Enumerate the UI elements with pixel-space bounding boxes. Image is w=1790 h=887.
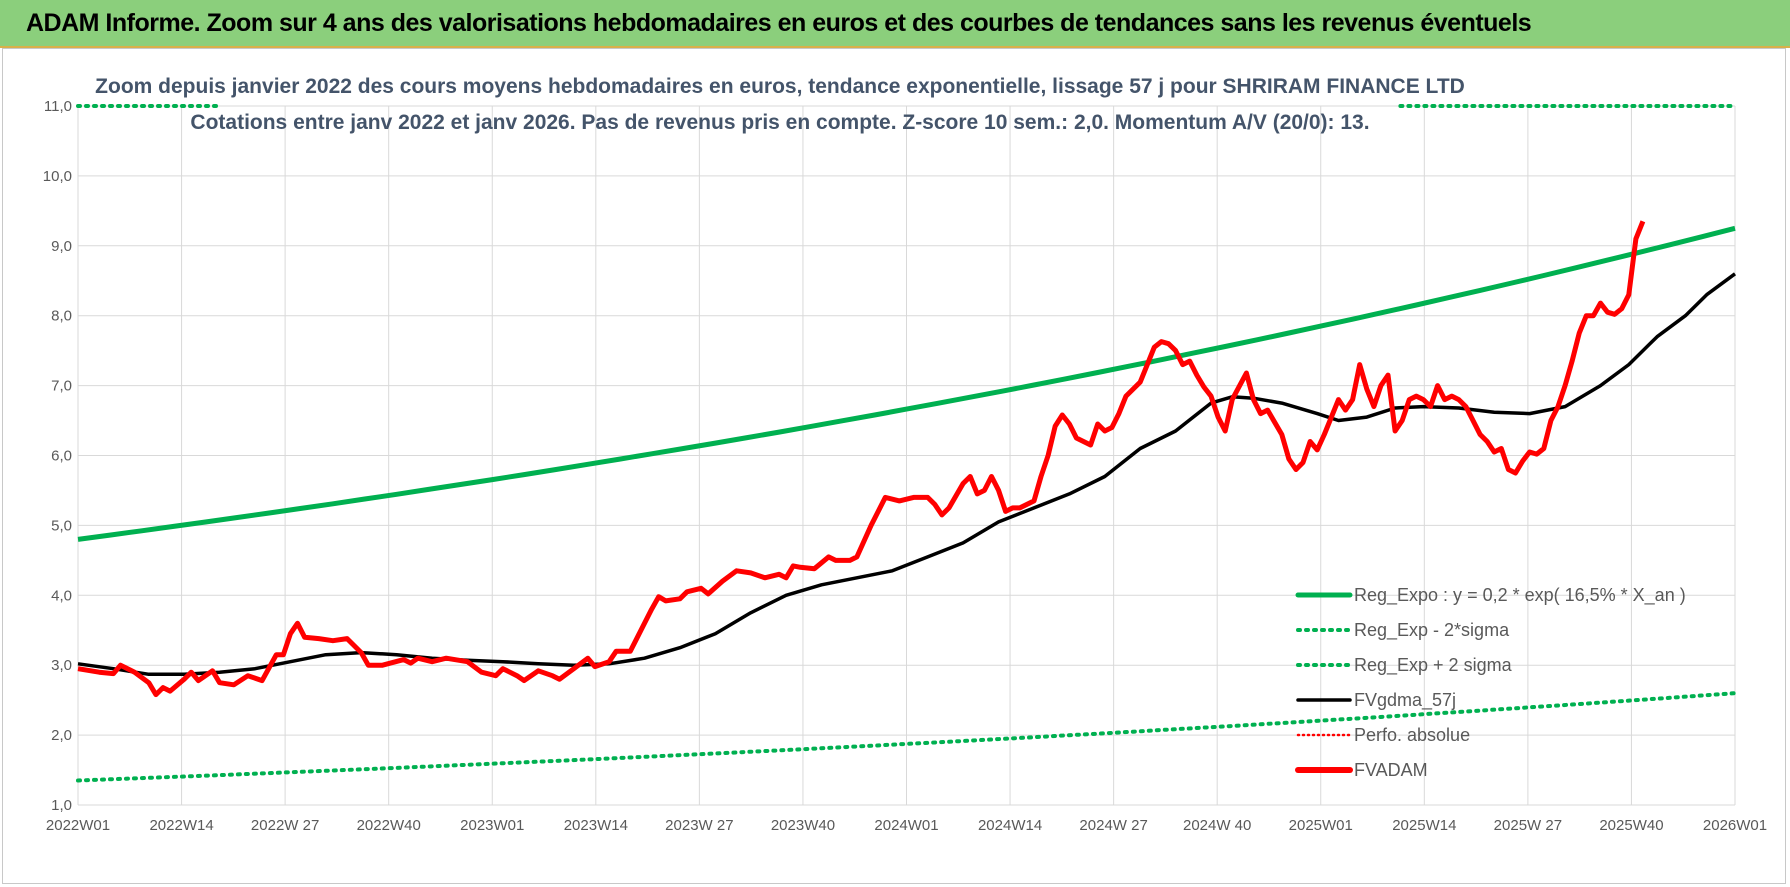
x-tick-label: 2023W 27	[665, 817, 733, 834]
x-tick-label: 2025W01	[1289, 817, 1353, 834]
y-tick-label: 2,0	[51, 727, 72, 744]
x-tick-label: 2023W14	[564, 817, 628, 834]
y-tick-label: 3,0	[51, 657, 72, 674]
y-tick-label: 5,0	[51, 517, 72, 534]
y-tick-label: 9,0	[51, 238, 72, 255]
fvadam-line	[77, 220, 1646, 698]
y-tick-label: 7,0	[51, 378, 72, 395]
x-tick-label: 2024W01	[874, 817, 938, 834]
y-tick-label: 1,0	[51, 797, 72, 814]
y-tick-label: 4,0	[51, 587, 72, 604]
y-tick-label: 10,0	[43, 168, 72, 185]
legend-label-fvadam: FVADAM	[1354, 760, 1428, 780]
y-axis-ticks: 1,0 2,0 3,0 4,0 5,0 6,0 7,0 8,0 9,0 10,0 11,0	[43, 98, 72, 814]
x-tick-label: 2024W14	[978, 817, 1042, 834]
report-banner: ADAM Informe. Zoom sur 4 ans des valoris…	[0, 0, 1790, 48]
chart-grid	[77, 105, 1736, 806]
chart-subtitle-line-2: Cotations entre janv 2022 et janv 2026. …	[190, 111, 1369, 134]
x-tick-label: 2025W40	[1599, 817, 1663, 834]
reg-expo-line	[77, 225, 1736, 542]
x-tick-label: 2022W40	[357, 817, 421, 834]
x-tick-label: 2022W01	[46, 817, 110, 834]
x-tick-label: 2025W 27	[1494, 817, 1562, 834]
fvgdma-57j-line	[77, 272, 1737, 677]
chart-subtitle-line-1: Zoom depuis janvier 2022 des cours moyen…	[95, 75, 1465, 98]
chart-series	[76, 104, 1737, 783]
legend-label-fvgdma: FVgdma_57j	[1354, 690, 1456, 711]
x-tick-label: 2026W01	[1703, 817, 1767, 834]
reg-minus-2sigma-line	[76, 691, 1737, 783]
chart-frame	[2, 48, 1786, 884]
y-tick-label: 8,0	[51, 308, 72, 325]
x-tick-label: 2024W 27	[1079, 817, 1147, 834]
x-tick-label: 2022W 27	[251, 817, 319, 834]
legend-label-reg_plus: Reg_Exp + 2 sigma	[1354, 655, 1513, 676]
x-tick-label: 2024W 40	[1183, 817, 1251, 834]
y-tick-label: 11,0	[44, 98, 72, 115]
y-tick-label: 6,0	[51, 448, 72, 465]
x-axis-ticks: 2022W01 2022W14 2022W 27 2022W40 2023W01 2023…	[46, 817, 1767, 834]
x-tick-label: 2025W14	[1392, 817, 1456, 834]
x-tick-label: 2022W14	[149, 817, 213, 834]
x-tick-label: 2023W40	[771, 817, 835, 834]
legend-label-reg_expo: Reg_Expo : y = 0,2 * exp( 16,5% * X_an )	[1354, 585, 1686, 606]
report-title: ADAM Informe. Zoom sur 4 ans des valoris…	[26, 9, 1532, 37]
chart-legend: Reg_Expo : y = 0,2 * exp( 16,5% * X_an )…	[1295, 585, 1686, 780]
x-tick-label: 2023W01	[460, 817, 524, 834]
legend-label-reg_minus: Reg_Exp - 2*sigma	[1354, 620, 1510, 641]
legend-label-perfo: Perfo. absolue	[1354, 725, 1470, 745]
